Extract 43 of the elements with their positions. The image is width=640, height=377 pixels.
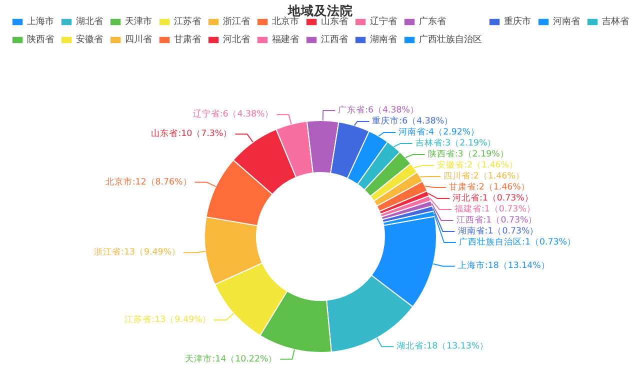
data-label: 江西省:1（0.73%） [456, 214, 538, 226]
data-label: 湖南省:1（0.73%） [458, 226, 539, 237]
legend-label: 山东省 [321, 16, 348, 28]
legend-label: 四川省 [125, 34, 152, 46]
legend-label: 河北省 [223, 34, 250, 46]
data-label: 江苏省:13（9.49%） [124, 314, 212, 326]
data-label: 甘肃省:2（1.46%） [448, 182, 530, 193]
data-label: 上海市:18（13.14%） [458, 260, 550, 272]
legend-label: 江西省 [321, 34, 348, 46]
legend-label: 河南省 [553, 16, 580, 28]
legend-label: 福建省 [272, 34, 299, 46]
data-label: 天津市:14（10.22%） [185, 353, 278, 364]
legend-label: 广东省 [419, 16, 446, 28]
legend-label: 湖北省 [76, 16, 103, 28]
data-label: 广西壮族自治区:1（0.73%） [459, 236, 576, 248]
data-label: 吉林省:3（2.19%） [415, 138, 496, 149]
legend-label: 湖南省 [370, 34, 397, 46]
legend-label: 北京市 [272, 16, 299, 28]
data-label: 福建省:1（0.73%） [454, 204, 536, 215]
data-label: 重庆市:6（4.38%） [372, 116, 454, 127]
data-label: 湖北省:18（13.13%） [396, 340, 489, 352]
data-label: 浙江省:13（9.49%） [94, 246, 181, 258]
data-label: 河南省:4（2.92%） [398, 126, 480, 138]
legend-label: 天津市 [125, 16, 152, 28]
data-label: 广东省:6（4.38%） [338, 104, 420, 116]
legend-label: 陕西省 [27, 34, 54, 46]
legend-label: 辽宁省 [370, 16, 397, 28]
data-label: 山东省:10（7.3%） [151, 128, 232, 140]
data-label: 安徽省:2（1.46%） [437, 160, 518, 171]
data-label: 陕西省:3（2.19%） [428, 148, 509, 160]
legend-label: 上海市 [27, 16, 54, 28]
legend-label: 广西壮族自治区 [419, 34, 482, 46]
legend-label: 吉林省 [602, 16, 629, 28]
legend-label: 重庆市 [504, 16, 531, 28]
legend-label: 安徽省 [76, 34, 103, 46]
legend-label: 江苏省 [174, 16, 201, 28]
legend-label: 甘肃省 [174, 34, 201, 46]
data-label: 河北省:1（0.73%） [452, 192, 534, 204]
data-label: 四川省:2（1.46%） [443, 170, 524, 182]
data-label: 北京市:12（8.76%） [105, 176, 192, 188]
chart-title: 地域及法院 [287, 3, 353, 18]
legend-label: 浙江省 [223, 16, 250, 28]
data-label: 辽宁省:6（4.38%） [192, 108, 274, 120]
